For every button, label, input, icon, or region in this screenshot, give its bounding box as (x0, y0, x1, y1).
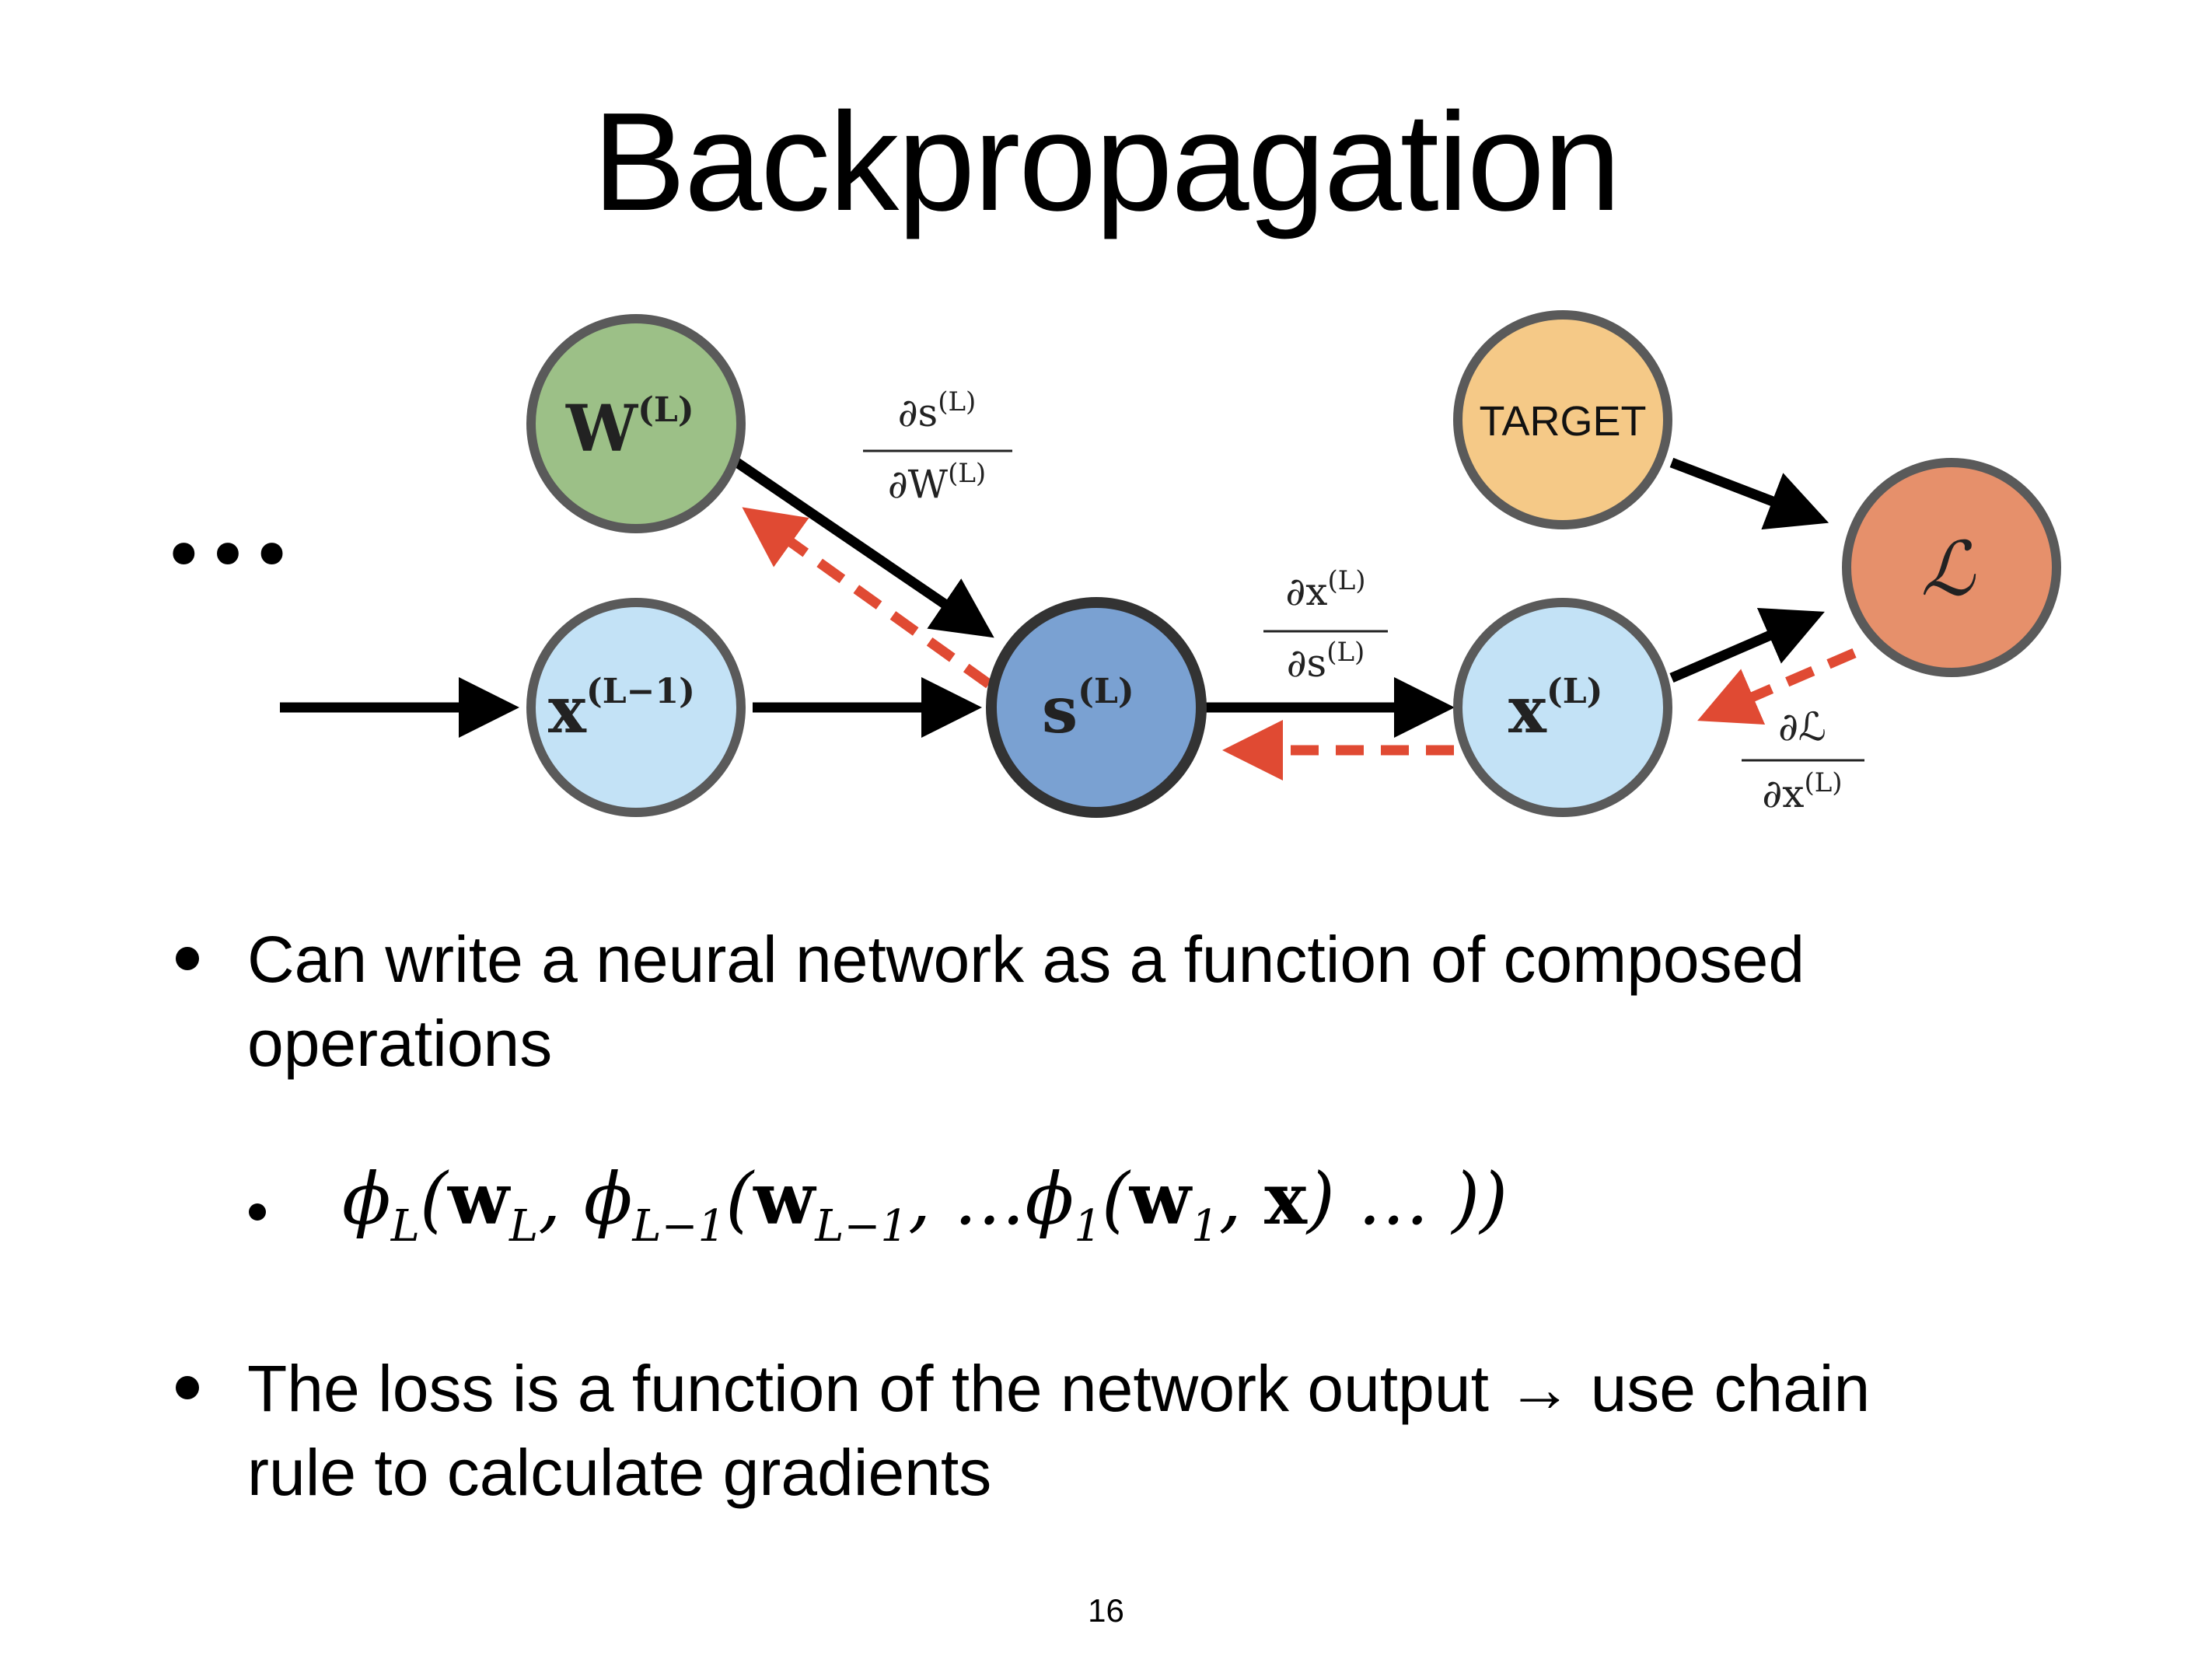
svg-text:∂W(L): ∂W(L) (888, 458, 986, 507)
derivative-ds-dw: ∂s(L) ∂W(L) (863, 386, 1012, 507)
node-w: W(L) (526, 314, 746, 533)
svg-text:∂x(L): ∂x(L) (1762, 767, 1842, 816)
derivative-dl-dx: ∂ℒ ∂x(L) (1742, 704, 1864, 816)
node-x: x(L) (1453, 598, 1672, 817)
svg-text:ℒ: ℒ (1920, 526, 1976, 613)
grad-arrow-loss-to-x (1697, 648, 1857, 725)
svg-text:∂x(L): ∂x(L) (1285, 565, 1365, 614)
svg-text:∂ℒ: ∂ℒ (1778, 704, 1826, 749)
svg-text:TARGET: TARGET (1480, 398, 1647, 445)
svg-text:x(L−1): x(L−1) (548, 672, 695, 748)
svg-text:s(L): s(L) (1042, 672, 1134, 748)
node-x-prev: x(L−1) (526, 598, 746, 817)
svg-text:∂s(L): ∂s(L) (1287, 637, 1365, 686)
composition-formula: ϕL(wL, ϕL−1(wL−1, …ϕ1(w1, x) … )) (342, 1157, 1508, 1252)
svg-text:x(L): x(L) (1508, 672, 1602, 748)
node-s: s(L) (986, 597, 1207, 818)
svg-text:∂s(L): ∂s(L) (898, 386, 977, 435)
svg-text:W(L): W(L) (565, 390, 694, 466)
grad-arrow-s-to-w (742, 507, 992, 689)
node-loss: ℒ (1842, 458, 2061, 677)
slide-title: Backpropagation (592, 84, 1621, 240)
page-number: 16 (1088, 1592, 1124, 1629)
arrow-target-to-loss (1669, 457, 1829, 530)
node-target: TARGET (1453, 310, 1672, 529)
ellipsis-dots: ••• (162, 512, 294, 599)
arrow-w-to-s (734, 458, 994, 638)
arrow-x-to-loss (1669, 608, 1825, 683)
derivative-dx-ds: ∂x(L) ∂s(L) (1263, 565, 1388, 686)
